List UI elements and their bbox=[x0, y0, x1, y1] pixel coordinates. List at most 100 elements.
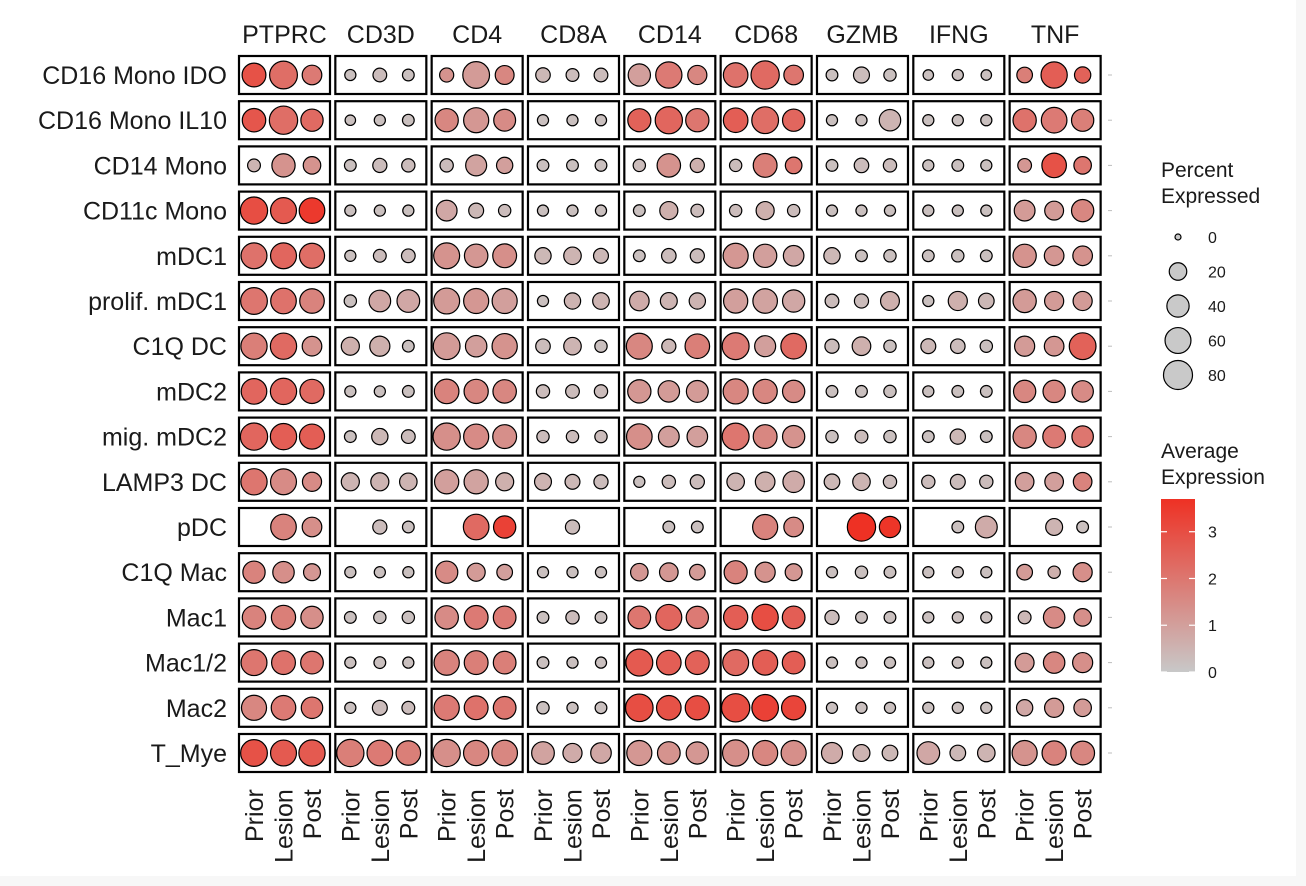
dot-lamp3-dc-tnf-lesion bbox=[1044, 471, 1065, 492]
dot-mac1-2-cd8a-post bbox=[594, 656, 608, 669]
dot-mdc2-tnf-post bbox=[1071, 380, 1094, 403]
dot-cd16-mono-il10-tnf-lesion bbox=[1040, 106, 1068, 134]
dot-cd16-mono-il10-cd4-lesion bbox=[463, 107, 490, 134]
dot-cd11c-mono-cd4-prior bbox=[435, 199, 458, 222]
dot-mac1-cd14-lesion bbox=[655, 603, 683, 631]
dot-mdc2-cd14-post bbox=[685, 379, 709, 403]
dot-cd16-mono-il10-cd68-prior bbox=[722, 107, 749, 134]
dot-cd14-mono-tnf-prior bbox=[1017, 157, 1033, 173]
dot-mig-mdc2-ptprc-lesion bbox=[269, 422, 298, 451]
dot-t-mye-cd68-post bbox=[780, 739, 807, 767]
dot-cd16-mono-ido-ifng-post bbox=[980, 69, 993, 81]
dot-mdc1-cd3d-lesion bbox=[372, 248, 387, 263]
x-label-cd3d-lesion: Lesion bbox=[367, 789, 395, 863]
dot-c1q-mac-ifng-lesion bbox=[951, 566, 964, 579]
dot-lamp3-dc-cd68-prior bbox=[726, 472, 746, 492]
dot-cd14-mono-cd68-lesion bbox=[752, 152, 778, 178]
dot-pdc-cd14-lesion bbox=[662, 520, 676, 534]
dot-cd16-mono-ido-tnf-lesion bbox=[1040, 61, 1068, 89]
dot-mac2-cd14-post bbox=[684, 695, 711, 721]
dot-cd11c-mono-ifng-lesion bbox=[951, 204, 964, 217]
dot-mdc1-cd14-post bbox=[689, 248, 705, 264]
dot-cd16-mono-ido-cd14-lesion bbox=[655, 61, 683, 89]
dot-c1q-dc-cd4-lesion bbox=[464, 334, 488, 358]
dot-mig-mdc2-cd3d-lesion bbox=[371, 427, 389, 446]
dot-mdc2-gzmb-post bbox=[883, 384, 897, 399]
dot-mac2-ifng-post bbox=[980, 701, 993, 714]
dot-lamp3-dc-cd4-prior bbox=[433, 469, 460, 495]
dot-cd11c-mono-cd4-lesion bbox=[468, 202, 485, 219]
dot-cd16-mono-il10-ifng-prior bbox=[922, 114, 935, 127]
dot-mig-mdc2-ifng-lesion bbox=[949, 428, 967, 445]
dot-mdc1-cd14-lesion bbox=[660, 247, 677, 264]
dot-cd16-mono-ido-cd4-lesion bbox=[462, 61, 491, 89]
dot-mdc1-cd8a-post bbox=[592, 247, 610, 264]
dot-c1q-dc-cd8a-post bbox=[594, 339, 608, 353]
dot-lamp3-dc-cd8a-prior bbox=[533, 472, 553, 491]
dot-mdc2-cd3d-lesion bbox=[373, 385, 387, 398]
dot-lamp3-dc-cd8a-lesion bbox=[564, 473, 581, 490]
dot-lamp3-dc-gzmb-lesion bbox=[852, 472, 871, 492]
dot-mac2-cd4-lesion bbox=[463, 695, 489, 721]
dot-mac1-2-cd14-post bbox=[684, 650, 710, 676]
dot-cd11c-mono-cd68-post bbox=[786, 203, 801, 218]
dot-lamp3-dc-ifng-lesion bbox=[949, 473, 966, 490]
x-label-ifng-prior: Prior bbox=[915, 789, 943, 842]
dot-mdc1-cd68-prior bbox=[722, 242, 749, 269]
dot-cd11c-mono-tnf-lesion bbox=[1044, 200, 1065, 221]
dot-mdc1-gzmb-prior bbox=[823, 247, 841, 265]
color-legend-label: 1 bbox=[1208, 618, 1217, 635]
gene-header-cd14: CD14 bbox=[638, 21, 702, 49]
dot-cd11c-mono-ifng-post bbox=[980, 204, 993, 217]
dot-cd16-mono-ido-cd8a-prior bbox=[535, 67, 551, 83]
dot-mig-mdc2-cd68-prior bbox=[721, 422, 750, 451]
dot-mig-mdc2-cd68-lesion bbox=[752, 424, 778, 450]
dot-mig-mdc2-cd8a-lesion bbox=[565, 429, 580, 444]
dot-t-mye-cd3d-prior bbox=[336, 738, 365, 768]
dot-mac1-cd68-prior bbox=[722, 604, 749, 631]
dot-prolif-mdc1-ptprc-prior bbox=[240, 287, 268, 315]
dot-cd16-mono-il10-gzmb-post bbox=[878, 108, 902, 132]
dot-c1q-mac-cd4-lesion bbox=[466, 562, 486, 582]
row-label-c1q-mac: C1Q Mac bbox=[121, 559, 227, 587]
dot-cd16-mono-il10-cd3d-lesion bbox=[373, 114, 387, 127]
dot-mac2-ptprc-prior bbox=[240, 694, 268, 721]
dot-lamp3-dc-cd14-prior bbox=[633, 475, 646, 488]
dot-mdc1-gzmb-post bbox=[883, 249, 897, 263]
dot-t-mye-ifng-post bbox=[976, 743, 996, 763]
dot-lamp3-dc-cd68-post bbox=[782, 470, 805, 494]
dot-mac2-cd14-lesion bbox=[655, 694, 682, 721]
dot-c1q-dc-cd4-post bbox=[491, 332, 518, 360]
dot-pdc-cd14-post bbox=[690, 520, 704, 534]
dot-mac1-2-cd4-prior bbox=[433, 649, 460, 676]
dot-prolif-mdc1-tnf-lesion bbox=[1043, 290, 1065, 312]
x-label-gzmb-lesion: Lesion bbox=[848, 789, 876, 863]
dot-pdc-cd68-lesion bbox=[752, 513, 779, 541]
dot-mdc2-cd3d-prior bbox=[344, 385, 357, 398]
x-label-gzmb-prior: Prior bbox=[819, 789, 847, 842]
dot-cd14-mono-ptprc-prior bbox=[246, 158, 262, 173]
row-label-mac1-2: Mac1/2 bbox=[145, 650, 227, 678]
dot-mac1-cd3d-lesion bbox=[373, 610, 387, 625]
dot-mdc2-cd14-prior bbox=[627, 379, 652, 404]
dot-mdc2-cd4-prior bbox=[433, 378, 460, 405]
dot-cd11c-mono-ptprc-lesion bbox=[269, 197, 298, 225]
dot-pdc-gzmb-post bbox=[878, 515, 902, 539]
dot-mac2-tnf-prior bbox=[1015, 699, 1034, 717]
dot-cd11c-mono-gzmb-post bbox=[883, 204, 897, 217]
dot-mac1-2-cd3d-lesion bbox=[373, 656, 387, 670]
dot-cd16-mono-il10-cd14-prior bbox=[627, 108, 652, 133]
dot-cd14-mono-ifng-prior bbox=[922, 159, 935, 172]
dot-mac1-cd8a-prior bbox=[536, 610, 550, 624]
color-legend-label: 0 bbox=[1208, 665, 1217, 682]
dot-mac2-cd3d-prior bbox=[344, 701, 357, 714]
size-legend-label: 40 bbox=[1208, 299, 1226, 316]
dot-cd11c-mono-cd14-lesion bbox=[659, 200, 679, 221]
dot-t-mye-cd4-prior bbox=[432, 738, 461, 768]
dot-mac2-cd68-lesion bbox=[751, 693, 780, 722]
dot-cd11c-mono-cd3d-lesion bbox=[373, 204, 387, 217]
size-legend-dot bbox=[1162, 359, 1194, 391]
dot-t-mye-tnf-prior bbox=[1011, 739, 1038, 767]
dot-t-mye-ptprc-post bbox=[298, 739, 326, 767]
dot-prolif-mdc1-cd14-post bbox=[688, 292, 707, 310]
